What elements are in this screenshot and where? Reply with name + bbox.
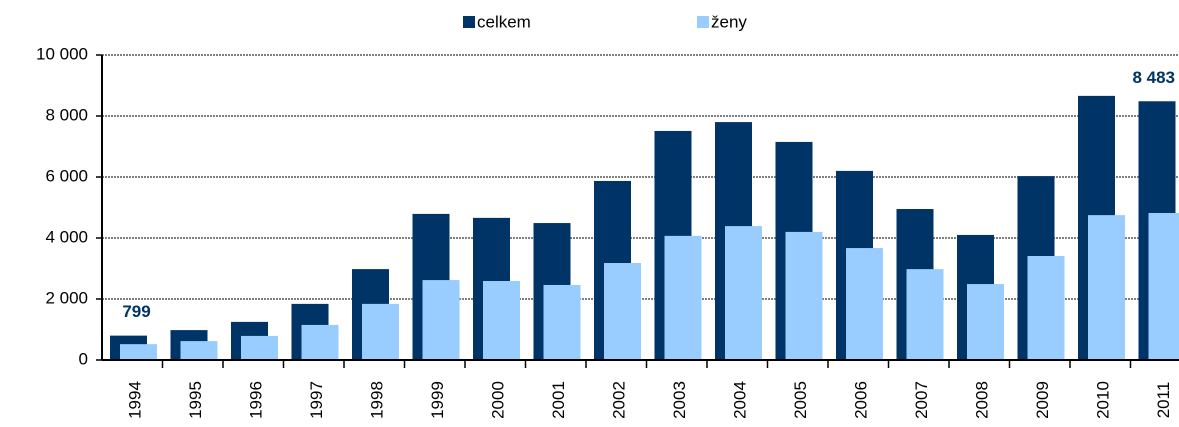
- x-tick-label: 1998: [368, 381, 387, 419]
- x-tick-label: 2010: [1094, 381, 1113, 419]
- bar: [1148, 212, 1179, 360]
- data-label: 799: [122, 302, 150, 321]
- legend-label: celkem: [477, 12, 531, 31]
- bar: [664, 235, 702, 360]
- bar: [604, 263, 641, 360]
- bar: [1027, 255, 1065, 360]
- y-tick-label: 10 000: [36, 44, 88, 63]
- bar: [785, 231, 823, 360]
- y-tick-label: 8 000: [45, 105, 88, 124]
- y-tick-label: 4 000: [45, 227, 88, 246]
- x-tick-label: 2009: [1033, 381, 1052, 419]
- x-tick-label: 2005: [791, 381, 810, 419]
- bar: [906, 269, 944, 360]
- legend-swatch: [463, 16, 475, 28]
- data-label: 8 483: [1132, 68, 1175, 87]
- x-tick-label: 2004: [731, 381, 750, 419]
- x-tick-label: 1996: [247, 381, 266, 419]
- x-tick-label: 1994: [126, 381, 145, 419]
- bar: [180, 341, 218, 360]
- y-tick-label: 2 000: [45, 288, 88, 307]
- x-tick-label: 1999: [428, 381, 447, 419]
- x-tick-label: 2003: [670, 381, 689, 419]
- bar: [846, 248, 883, 360]
- bar: [301, 324, 339, 360]
- bar: [120, 344, 157, 360]
- bar: [543, 284, 581, 360]
- y-tick-label: 0: [79, 349, 88, 368]
- x-tick-label: 2008: [973, 381, 992, 419]
- bar: [422, 280, 460, 360]
- bar: [967, 284, 1004, 360]
- bar: [725, 226, 762, 360]
- y-tick-label: 6 000: [45, 166, 88, 185]
- bar: [241, 335, 278, 360]
- legend-swatch: [697, 16, 709, 28]
- bar: [483, 281, 520, 360]
- x-tick-label: 1997: [307, 381, 326, 419]
- bar: [362, 303, 399, 360]
- x-tick-label: 2002: [610, 381, 629, 419]
- x-tick-label: 2007: [912, 381, 931, 419]
- x-tick-label: 2000: [489, 381, 508, 419]
- bar: [1088, 215, 1125, 360]
- x-tick-label: 2011: [1154, 382, 1173, 419]
- x-tick-label: 2006: [852, 381, 871, 419]
- x-tick-label: 1995: [186, 381, 205, 419]
- x-tick-label: 2001: [549, 381, 568, 419]
- legend-label: ženy: [711, 12, 747, 31]
